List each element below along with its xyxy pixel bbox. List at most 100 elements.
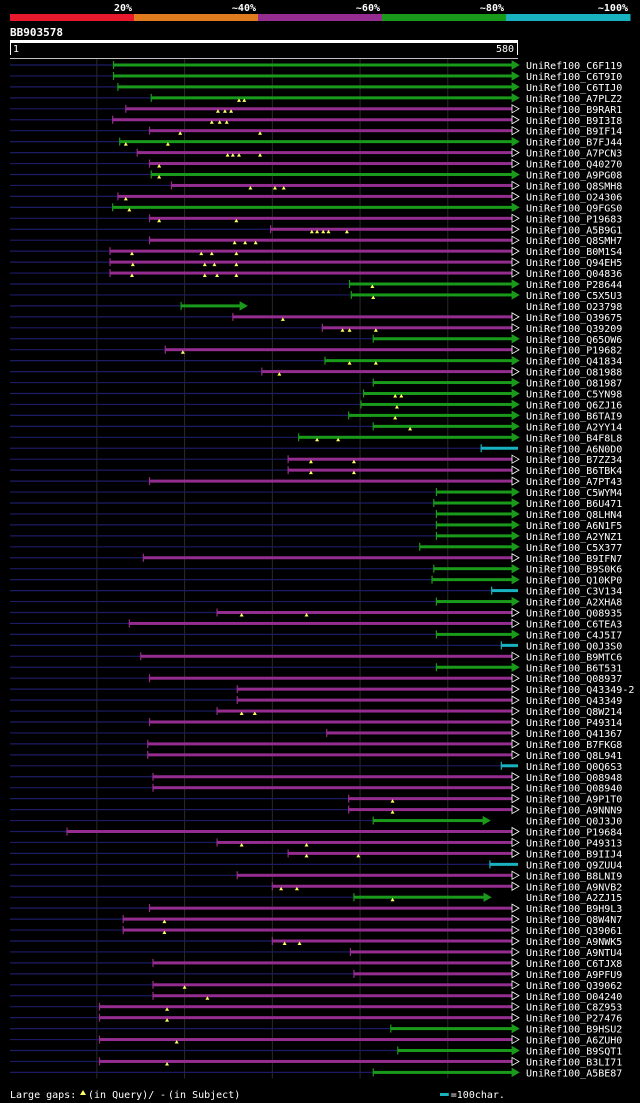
hit-row: UniRef100_Q94EH5	[10, 257, 622, 269]
query-gap-marker-icon	[347, 361, 352, 365]
hit-row: UniRef100_A6N1F5	[10, 520, 622, 532]
query-gap-marker-icon	[130, 262, 135, 267]
hit-end-arrow-icon	[511, 618, 520, 629]
hit-label: UniRef100_Q6ZJ16	[526, 400, 622, 411]
hit-end-arrow-icon	[483, 892, 492, 902]
query-gap-marker-icon	[162, 919, 167, 924]
legend-label: ~40%	[232, 3, 256, 14]
hit-label: UniRef100_A6ZUH0	[526, 1036, 622, 1047]
hit-row: UniRef100_Q10KP0	[10, 574, 622, 587]
legend-label: ~100%	[598, 3, 628, 14]
hit-end-arrow-icon	[511, 1067, 520, 1078]
hit-label: UniRef100_A2ZJ15	[526, 893, 622, 904]
hit-bar	[99, 1038, 514, 1042]
hit-bar	[171, 183, 514, 187]
hit-bar	[373, 337, 513, 341]
hit-label: UniRef100_A7PT43	[526, 477, 622, 488]
hit-end-arrow-icon	[511, 1023, 520, 1034]
hit-bar	[433, 501, 513, 505]
hit-bar	[298, 435, 513, 439]
query-gap-marker-icon	[224, 120, 229, 124]
hit-bar	[348, 808, 513, 812]
hit-row: UniRef100_C5YN98	[10, 388, 622, 401]
hit-row: UniRef100_C5X377	[10, 542, 622, 554]
query-gap-marker-icon	[178, 131, 183, 135]
query-gap-marker-icon	[174, 1040, 179, 1044]
hit-bar	[110, 249, 514, 253]
hit-label: UniRef100_B8LNI9	[526, 871, 622, 882]
query-gap-marker-icon	[315, 229, 320, 234]
hit-end-arrow-icon	[511, 498, 520, 508]
hit-label: UniRef100_O23798	[526, 302, 622, 313]
hit-bar	[153, 775, 513, 779]
hit-label: UniRef100_P28644	[526, 280, 622, 291]
hit-row: UniRef100_C6TEA3	[10, 618, 622, 630]
hit-bar	[149, 906, 513, 910]
hit-end-arrow-icon	[511, 454, 520, 464]
hit-bar	[363, 392, 513, 395]
hit-bar	[501, 764, 518, 768]
hit-label: UniRef100_C4J5I7	[526, 630, 622, 641]
identity-legend	[10, 14, 631, 21]
hit-row: UniRef100_Q8SMH8	[10, 180, 622, 192]
hit-bar	[353, 972, 513, 976]
hit-label: UniRef100_A9NWK5	[526, 937, 622, 948]
hit-row: UniRef100_P28644	[10, 279, 622, 291]
hit-end-arrow-icon	[511, 312, 520, 322]
hit-end-arrow-icon	[511, 487, 520, 497]
hit-label: UniRef100_A9PFU9	[526, 970, 622, 981]
hit-bar	[149, 479, 513, 483]
hit-row: UniRef100_A7PLZ2	[10, 93, 622, 105]
hit-label: UniRef100_B6TAI9	[526, 411, 622, 422]
hit-label: UniRef100_A2XHA8	[526, 598, 622, 609]
query-gap-marker-icon	[229, 109, 234, 113]
hit-row: UniRef100_Q04836	[10, 268, 622, 280]
hit-row: UniRef100_Q9ZUU4	[10, 860, 622, 871]
hit-label: UniRef100_C5X377	[526, 543, 622, 554]
query-gap-marker-icon	[234, 262, 239, 267]
query-gap-marker-icon	[304, 613, 309, 617]
hit-bar	[147, 753, 513, 757]
query-gap-marker-icon	[272, 185, 277, 190]
hit-bar	[153, 983, 513, 987]
query-gap-marker-icon	[127, 207, 132, 212]
query-gap-marker-icon	[253, 240, 258, 245]
hit-end-arrow-icon	[511, 848, 520, 859]
query-gap-marker-icon	[390, 810, 395, 814]
hit-end-arrow-icon	[511, 279, 520, 289]
hit-end-arrow-icon	[511, 607, 520, 618]
hit-bar	[433, 567, 513, 571]
query-gap-marker-icon	[212, 262, 217, 267]
hit-bar	[117, 194, 513, 198]
hit-label: UniRef100_A6N1F5	[526, 521, 622, 532]
hit-bar	[153, 994, 513, 998]
hit-end-arrow-icon	[511, 531, 520, 541]
hit-label: UniRef100_P49313	[526, 838, 622, 849]
hit-bar	[436, 512, 513, 516]
hit-label: UniRef100_Q9ZUU4	[526, 860, 622, 871]
hit-end-arrow-icon	[511, 629, 520, 640]
hit-end-arrow-icon	[511, 914, 520, 924]
hit-label: UniRef100_Q43349-2	[526, 685, 634, 696]
hit-end-arrow-icon	[511, 881, 520, 891]
hit-label: UniRef100_A6N0D0	[526, 444, 622, 455]
hit-label: UniRef100_Q8L941	[526, 751, 622, 762]
hit-end-arrow-icon	[511, 268, 520, 278]
hit-row: UniRef100_B6T531	[10, 662, 622, 674]
hit-row: UniRef100_C6TJX8	[10, 958, 622, 970]
in-query-label: (in Query)/	[88, 1090, 154, 1101]
hit-label: UniRef100_C3V134	[526, 587, 622, 598]
hit-row: UniRef100_B9IIJ4	[10, 848, 622, 860]
hit-end-arrow-icon	[511, 323, 520, 333]
hit-bar	[390, 1027, 513, 1031]
hit-end-arrow-icon	[511, 115, 520, 125]
hit-bar	[110, 271, 514, 275]
hit-row: UniRef100_C6F119	[10, 60, 622, 72]
hit-end-arrow-icon	[511, 82, 520, 92]
hit-bar	[217, 709, 513, 713]
footer: Large gaps: (in Query)/ - (in Subject) =…	[10, 1090, 505, 1101]
hit-bar	[436, 600, 513, 604]
hit-row: UniRef100_Q8W214	[10, 706, 622, 718]
legend-label: ~80%	[480, 3, 504, 14]
query-gap-marker-icon	[157, 175, 162, 179]
